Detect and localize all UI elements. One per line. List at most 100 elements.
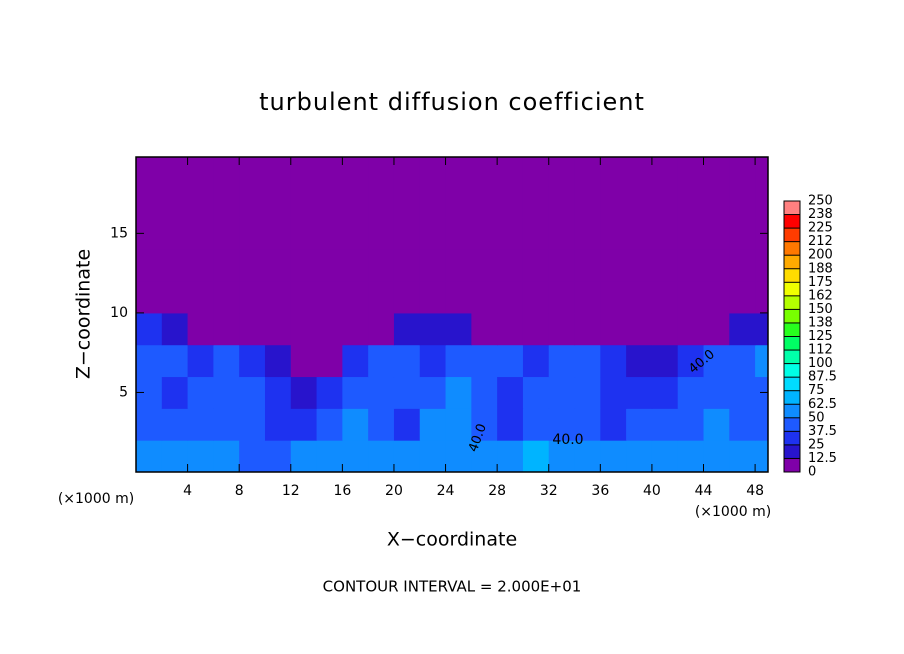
colorbar-label: 50 xyxy=(808,410,825,425)
heatmap-cell xyxy=(729,408,756,441)
colorbar-swatch xyxy=(784,228,800,242)
heatmap-cell xyxy=(290,185,318,218)
heatmap-cell xyxy=(548,312,576,346)
heatmap-cell xyxy=(600,312,627,346)
heatmap-cell xyxy=(161,281,189,314)
heatmap-cell xyxy=(187,157,214,187)
heatmap-cell xyxy=(471,281,498,314)
x-tick-label: 32 xyxy=(540,483,558,499)
heatmap-cell xyxy=(497,157,524,187)
heatmap-cell xyxy=(522,157,550,187)
heatmap-cell xyxy=(368,281,395,314)
heatmap-cell xyxy=(677,249,705,282)
x-tick-label: 4 xyxy=(183,483,192,499)
heatmap-cell xyxy=(626,157,653,187)
colorbar-label: 75 xyxy=(808,383,825,398)
heatmap-cell xyxy=(264,249,292,282)
heatmap-cell xyxy=(264,344,292,378)
colorbar-label: 200 xyxy=(808,248,833,263)
heatmap-cell xyxy=(213,249,240,282)
heatmap-cell xyxy=(703,408,730,441)
heatmap-cell xyxy=(651,217,679,250)
heatmap-cell xyxy=(755,157,768,187)
heatmap-cell xyxy=(136,185,163,218)
heatmap-cell xyxy=(161,185,189,218)
heatmap-cell xyxy=(677,376,705,409)
heatmap-cell xyxy=(213,217,240,250)
heatmap-cell xyxy=(703,344,730,378)
colorbar-label: 162 xyxy=(808,288,833,303)
heatmap-cell xyxy=(471,408,498,441)
heatmap-cell xyxy=(600,376,627,409)
heatmap-cell xyxy=(574,185,601,218)
heatmap-cell xyxy=(548,408,576,441)
heatmap-cell xyxy=(497,249,524,282)
heatmap-cell xyxy=(677,440,705,472)
heatmap-cell xyxy=(213,281,240,314)
colorbar-label: 25 xyxy=(808,437,825,452)
heatmap-cell xyxy=(316,312,343,346)
heatmap-cell xyxy=(161,344,189,378)
heatmap-cell xyxy=(497,281,524,314)
heatmap-cell xyxy=(264,440,292,472)
heatmap-cell xyxy=(290,312,318,346)
heatmap-cell xyxy=(677,217,705,250)
heatmap-cell xyxy=(290,344,318,378)
heatmap-cell xyxy=(729,281,756,314)
heatmap-cell xyxy=(316,217,343,250)
heatmap-cell xyxy=(264,408,292,441)
heatmap-cell xyxy=(729,249,756,282)
heatmap-cell xyxy=(703,281,730,314)
heatmap-cell xyxy=(600,281,627,314)
heatmap-cell xyxy=(548,157,576,187)
colorbar-swatch xyxy=(784,255,800,269)
heatmap-cell xyxy=(419,281,447,314)
x-tick-label: 40 xyxy=(643,483,661,499)
heatmap-cell xyxy=(574,344,601,378)
heatmap-cell xyxy=(187,440,214,472)
heatmap-cell xyxy=(213,157,240,187)
heatmap-cell xyxy=(187,312,214,346)
heatmap-cell xyxy=(290,249,318,282)
heatmap-cell xyxy=(522,217,550,250)
heatmap-cell xyxy=(161,217,189,250)
heatmap-cell xyxy=(548,185,576,218)
heatmap-cell xyxy=(471,344,498,378)
heatmap-cell xyxy=(600,408,627,441)
heatmap-cell xyxy=(755,408,768,441)
x-tick-label: 12 xyxy=(282,483,300,499)
heatmap-cell xyxy=(393,440,421,472)
heatmap-cell xyxy=(419,312,447,346)
heatmap-cell xyxy=(445,440,472,472)
heatmap-cell xyxy=(522,281,550,314)
heatmap-cell xyxy=(264,157,292,187)
heatmap-cell xyxy=(522,312,550,346)
heatmap-cell xyxy=(445,249,472,282)
y-tick-label: 10 xyxy=(110,305,128,321)
heatmap-cell xyxy=(677,281,705,314)
heatmap-cell xyxy=(729,376,756,409)
heatmap-cell xyxy=(445,408,472,441)
heatmap-cell xyxy=(703,185,730,218)
colorbar-label: 188 xyxy=(808,261,833,276)
heatmap-cell xyxy=(290,408,318,441)
heatmap-cell xyxy=(574,376,601,409)
heatmap-cell xyxy=(471,312,498,346)
heatmap-cell xyxy=(755,185,768,218)
heatmap-cell xyxy=(574,217,601,250)
heatmap-cell xyxy=(522,344,550,378)
x-tick-label: 16 xyxy=(333,483,351,499)
heatmap-cell xyxy=(342,249,369,282)
heatmap-cell xyxy=(161,312,189,346)
heatmap-cell xyxy=(239,408,266,441)
heatmap-cell xyxy=(445,157,472,187)
heatmap-cell xyxy=(651,312,679,346)
colorbar-label: 238 xyxy=(808,207,833,222)
colorbar-label: 0 xyxy=(808,465,816,480)
heatmap-cell xyxy=(161,440,189,472)
heatmap-cell xyxy=(342,408,369,441)
heatmap-cell xyxy=(342,440,369,472)
heatmap-cell xyxy=(600,344,627,378)
heatmap-cell xyxy=(213,312,240,346)
heatmap-cell xyxy=(393,344,421,378)
